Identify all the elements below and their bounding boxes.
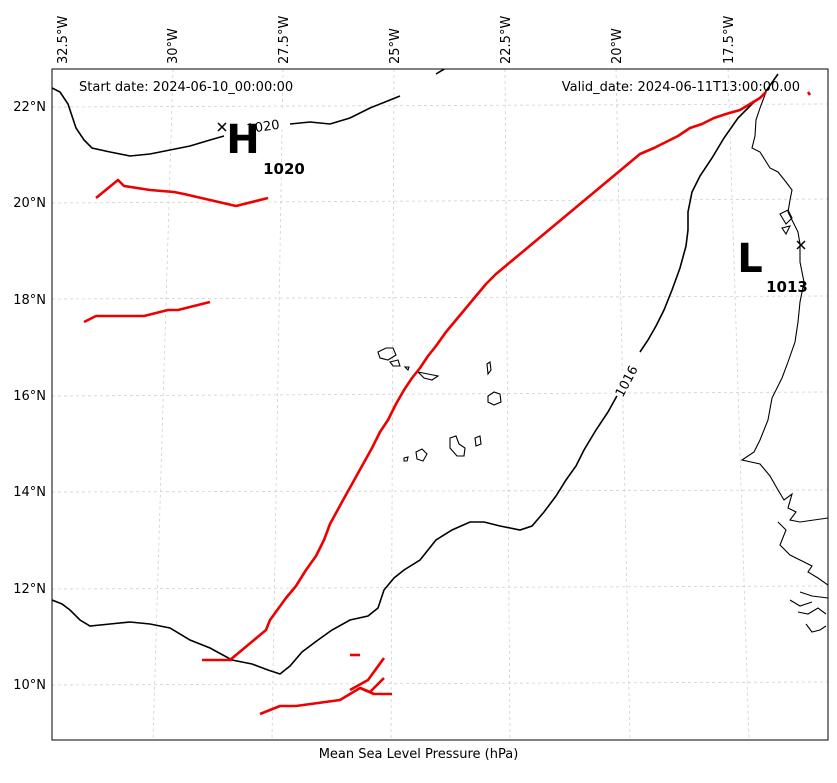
high-pressure-value: 1020: [263, 160, 305, 178]
low-center-marker-icon: [796, 240, 806, 250]
island-fogo: [415, 448, 428, 462]
front-edge-tick: [806, 91, 812, 96]
contour-label-1016: 1016: [610, 362, 642, 400]
africa-coastline: [740, 91, 828, 633]
fronts: [83, 91, 812, 716]
plot-frame: [51, 68, 829, 741]
grid-lines: [52, 69, 828, 740]
start-date-label: Start date: 2024-06-10_00:00:00: [79, 80, 293, 95]
isobars: [52, 69, 779, 675]
low-pressure-letter: L: [737, 236, 763, 282]
lon-label: 22.5°W: [499, 16, 514, 64]
island-santa-luzia: [403, 366, 410, 372]
valid-date-label: Valid_date: 2024-06-11T13:00:00.00: [562, 80, 800, 95]
high-pressure-letter: H: [226, 117, 259, 163]
map-title: Mean Sea Level Pressure (hPa): [318, 747, 519, 762]
isobar-1020-north: [52, 69, 446, 157]
lon-label: 25°W: [388, 28, 403, 64]
front-mid-west: [83, 300, 211, 324]
front-south-c: [349, 657, 392, 696]
lon-label: 27.5°W: [277, 16, 292, 64]
lat-label: 12°N: [13, 582, 46, 597]
island-santo-antao: [377, 347, 397, 361]
lat-label: 16°N: [13, 389, 46, 404]
island-maio: [474, 435, 482, 447]
lat-label: 20°N: [13, 196, 46, 211]
island-sao-vicente: [389, 359, 401, 367]
lat-label: 10°N: [13, 678, 46, 693]
svg-text:1020: 1020: [246, 118, 281, 137]
lat-label: 22°N: [13, 100, 46, 115]
low-pressure-center: L 1013: [737, 236, 808, 296]
lat-label: 18°N: [13, 293, 46, 308]
isobar-1016: [52, 73, 779, 675]
latitude-labels: 22°N 20°N 18°N 16°N 14°N 12°N 10°N: [13, 100, 46, 693]
coastlines: [377, 91, 828, 633]
lon-label: 20°W: [610, 28, 625, 64]
lon-label: 17.5°W: [722, 16, 737, 64]
high-pressure-center: H 1020: [217, 117, 305, 178]
island-boa-vista: [487, 391, 502, 406]
island-sal: [486, 361, 492, 376]
front-upper-west: [95, 178, 269, 208]
lat-label: 14°N: [13, 485, 46, 500]
island-sao-nicolau: [416, 371, 440, 381]
island-brava: [403, 456, 409, 462]
island-santiago: [449, 435, 466, 457]
front-main: [229, 91, 767, 661]
canary-islands: [779, 209, 793, 236]
high-center-marker-icon: [217, 122, 227, 132]
contour-label-1020: 1020: [236, 110, 289, 137]
low-pressure-value: 1013: [766, 278, 808, 296]
lon-label: 32.5°W: [56, 16, 71, 64]
lon-label: 30°W: [166, 28, 181, 64]
longitude-labels: 32.5°W 30°W 27.5°W 25°W 22.5°W 20°W 17.5…: [56, 16, 737, 64]
